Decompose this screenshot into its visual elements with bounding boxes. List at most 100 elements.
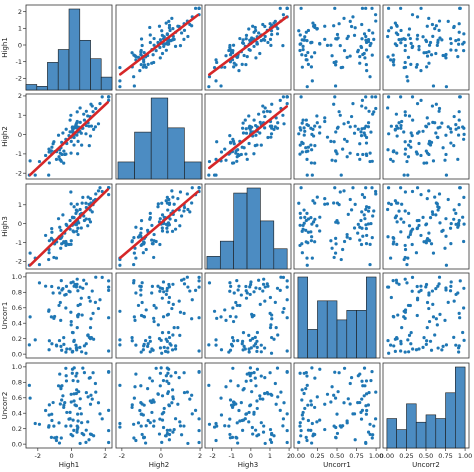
scatter-point xyxy=(79,226,83,230)
regression-line xyxy=(208,15,289,76)
scatter-point xyxy=(254,286,258,290)
scatter-point xyxy=(301,44,305,49)
scatter-point xyxy=(158,417,162,421)
scatter-point xyxy=(251,24,255,28)
scatter-point xyxy=(395,43,399,48)
scatter-point xyxy=(386,55,390,59)
scatter-point xyxy=(374,192,378,196)
scatter-point xyxy=(425,300,430,305)
scatter-point xyxy=(228,281,232,285)
scatter-point xyxy=(193,408,198,412)
scatter-point xyxy=(160,51,165,56)
scatter-point xyxy=(182,390,187,395)
scatter-point xyxy=(403,310,408,314)
scatter-point xyxy=(47,161,51,165)
scatter-point xyxy=(229,48,233,52)
scatter-point xyxy=(409,62,413,66)
scatter-point xyxy=(75,326,79,330)
scatter-point xyxy=(436,135,440,140)
scatter-point xyxy=(78,106,82,110)
scatter-point xyxy=(150,242,154,246)
scatter-point xyxy=(244,33,249,37)
scatter-point xyxy=(424,285,428,289)
scatter-point xyxy=(255,367,260,371)
scatter-point xyxy=(158,371,163,375)
scatter-point xyxy=(150,61,154,65)
scatter-point xyxy=(148,25,152,30)
scatter-point xyxy=(323,202,327,206)
scatter-point xyxy=(300,150,304,154)
scatter-point xyxy=(299,95,303,99)
y-tick-label: 0 xyxy=(18,41,22,49)
scatter-point xyxy=(425,339,429,343)
scatter-point xyxy=(330,246,334,250)
scatter-point xyxy=(368,432,372,437)
scatter-point xyxy=(27,343,31,347)
scatter-point xyxy=(313,161,317,165)
scatter-point xyxy=(403,110,407,114)
scatter-point xyxy=(157,24,162,28)
scatter-point xyxy=(389,256,393,260)
histogram-bar xyxy=(134,131,152,180)
scatter-point xyxy=(369,221,373,226)
scatter-point xyxy=(425,161,429,165)
scatter-point xyxy=(301,48,305,52)
scatter-point xyxy=(444,343,449,347)
panel-frame xyxy=(25,272,113,359)
scatter-point xyxy=(37,262,42,267)
scatter-point xyxy=(335,431,340,436)
scatter-point xyxy=(231,366,235,370)
scatter-point xyxy=(107,370,111,374)
scatter-point xyxy=(310,148,314,152)
scatter-point xyxy=(392,63,396,67)
scatter-point xyxy=(362,32,367,36)
scatter-point xyxy=(235,303,239,308)
x-tick-label: 0.25 xyxy=(310,452,324,460)
scatter-point xyxy=(462,306,466,310)
scatter-point xyxy=(360,397,364,401)
x-tick-label: 2 xyxy=(198,452,202,460)
scatter-point xyxy=(72,135,76,140)
scatter-point xyxy=(427,50,431,54)
scatter-point xyxy=(403,247,408,252)
scatter-point xyxy=(428,143,433,147)
scatter-point xyxy=(47,403,51,407)
x-tick-label: 0.50 xyxy=(330,452,344,460)
scatter-point xyxy=(51,142,55,146)
scatter-point xyxy=(158,286,162,290)
scatter-point xyxy=(51,400,55,405)
scatter-point xyxy=(406,55,411,59)
scatter-point xyxy=(167,432,172,437)
scatter-point xyxy=(223,147,227,151)
scatter-point xyxy=(54,157,59,161)
scatter-point xyxy=(285,298,289,302)
scatter-point xyxy=(136,421,141,425)
scatter-point xyxy=(70,126,74,130)
scatter-point xyxy=(166,350,170,354)
scatter-point xyxy=(242,53,246,58)
scatter-point xyxy=(285,412,289,416)
scatter-point xyxy=(334,63,338,67)
scatter-point xyxy=(397,282,401,286)
scatter-point xyxy=(278,6,282,10)
scatter-point xyxy=(425,197,429,201)
scatter-point xyxy=(462,126,466,130)
scatter-point xyxy=(50,418,54,423)
scatter-point xyxy=(333,251,338,255)
scatter-point xyxy=(167,300,171,304)
panel-Uncorr1-vs-Uncorr2 xyxy=(382,272,470,359)
scatter-point xyxy=(171,282,175,286)
scatter-point xyxy=(454,222,458,226)
scatter-point xyxy=(87,438,91,442)
scatter-point xyxy=(360,379,364,383)
scatter-point xyxy=(190,201,194,205)
scatter-point xyxy=(425,65,429,69)
scatter-point xyxy=(306,28,311,33)
scatter-point xyxy=(179,433,184,437)
scatter-point xyxy=(158,346,163,350)
panel-frame xyxy=(25,362,113,449)
scatter-point xyxy=(168,428,172,432)
scatter-point xyxy=(437,28,441,32)
histogram-bar xyxy=(317,300,328,359)
